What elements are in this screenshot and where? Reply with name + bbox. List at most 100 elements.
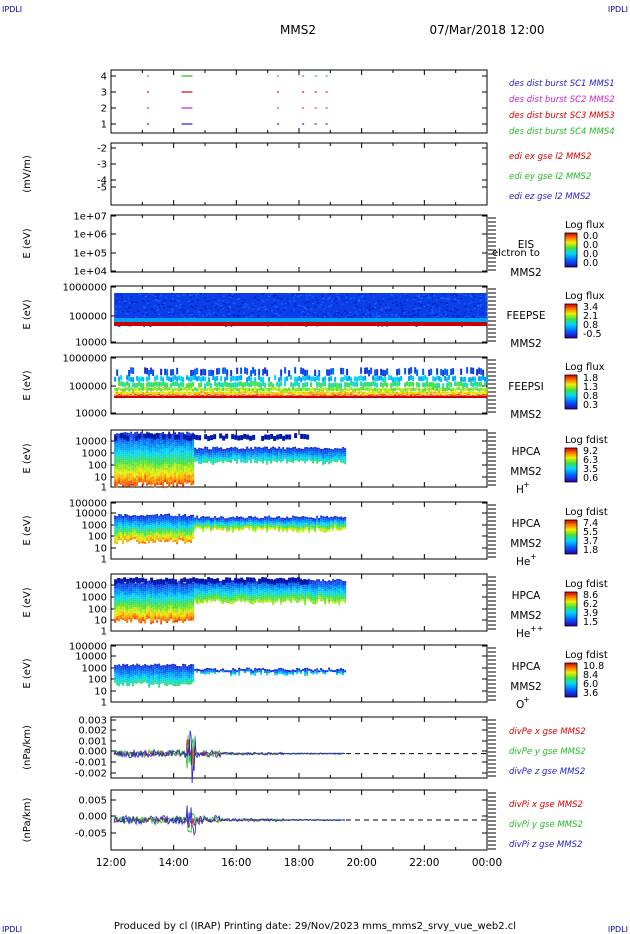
heat-cell xyxy=(226,387,229,392)
heat-cell xyxy=(453,307,456,310)
y-tick-label: 1000 xyxy=(82,449,107,460)
heat-cell xyxy=(392,391,395,394)
heat-cell xyxy=(385,304,388,306)
heat-cell xyxy=(146,516,149,519)
species-charge: + xyxy=(530,552,537,561)
heat-cell xyxy=(286,526,289,529)
heat-cell xyxy=(222,382,225,388)
heat-cell xyxy=(346,391,349,395)
heat-cell xyxy=(132,537,135,540)
heat-cell xyxy=(170,308,173,310)
heat-cell xyxy=(293,297,296,299)
heat-cell xyxy=(376,391,379,394)
heat-cell xyxy=(186,394,189,397)
heat-cell xyxy=(378,387,381,392)
heat-cell xyxy=(294,516,297,519)
heat-cell xyxy=(228,313,231,315)
heat-cell xyxy=(186,310,189,312)
heat-cell xyxy=(168,394,171,396)
heat-cell xyxy=(170,448,173,451)
heat-cell xyxy=(290,521,293,524)
heat-cell xyxy=(164,528,167,531)
heat-cell xyxy=(120,448,123,451)
heat-cell xyxy=(332,516,335,519)
heat-cell xyxy=(304,376,307,381)
heat-cell xyxy=(132,533,135,536)
heat-cell xyxy=(429,307,432,309)
heat-cell xyxy=(296,454,299,457)
heat-cell xyxy=(292,383,295,388)
heat-cell xyxy=(246,446,249,449)
heat-cell xyxy=(330,383,333,389)
heat-cell xyxy=(445,302,448,304)
heat-cell xyxy=(168,445,171,448)
heat-cell xyxy=(188,446,191,449)
colorbar-tick-label: 1.8 xyxy=(583,373,598,384)
heat-cell xyxy=(152,528,155,531)
heat-cell xyxy=(346,368,349,376)
heat-cell xyxy=(132,439,135,442)
heat-cell xyxy=(388,309,391,312)
heat-cell xyxy=(150,433,154,439)
heat-cell xyxy=(214,457,217,460)
heat-cell xyxy=(232,302,235,304)
heat-cell xyxy=(258,454,261,457)
heat-cell xyxy=(169,313,172,315)
heat-cell xyxy=(200,458,203,461)
instrument-label: HPCA xyxy=(512,518,542,530)
heat-cell xyxy=(268,453,271,456)
heat-cell xyxy=(364,375,367,381)
heat-cell xyxy=(338,517,341,520)
heat-cell xyxy=(364,387,367,391)
heat-cell xyxy=(206,452,209,455)
heat-cell xyxy=(195,297,198,299)
heat-cell xyxy=(460,391,463,394)
heat-cell xyxy=(238,298,241,300)
heat-cell xyxy=(234,434,238,440)
heat-cell xyxy=(230,325,233,327)
heat-cell xyxy=(338,529,341,532)
heat-cell xyxy=(408,391,411,394)
heat-cell xyxy=(188,535,191,538)
heat-cell xyxy=(144,454,147,457)
heat-cell xyxy=(232,314,235,316)
heat-cell xyxy=(222,391,225,395)
heat-cell xyxy=(316,299,319,301)
heat-cell xyxy=(210,517,213,520)
heat-cell xyxy=(121,311,124,313)
heat-cell xyxy=(270,521,273,524)
heat-cell xyxy=(292,300,295,302)
heat-cell xyxy=(237,314,240,316)
heat-cell xyxy=(196,449,199,452)
heat-cell xyxy=(126,440,129,443)
heat-cell xyxy=(332,526,335,529)
heat-cell xyxy=(148,476,151,479)
heat-cell xyxy=(294,303,297,305)
heat-cell xyxy=(268,459,271,462)
heat-cell xyxy=(328,521,331,524)
heat-cell xyxy=(354,376,357,382)
heat-cell xyxy=(231,434,235,440)
heat-cell xyxy=(348,375,351,381)
heat-cell xyxy=(162,467,165,470)
heat-cell xyxy=(132,515,135,518)
heat-cell xyxy=(190,518,193,521)
heat-cell xyxy=(270,461,273,464)
heat-cell xyxy=(245,316,248,318)
heat-cell xyxy=(172,524,175,527)
heat-cell xyxy=(152,458,155,461)
heat-cell xyxy=(276,387,279,391)
heat-cell xyxy=(282,523,285,526)
heat-cell xyxy=(452,368,455,375)
heat-cell xyxy=(184,516,187,519)
heat-cell xyxy=(286,376,289,382)
heat-cell xyxy=(184,454,187,457)
heat-cell xyxy=(180,525,183,528)
heat-cell xyxy=(116,542,119,545)
heat-cell xyxy=(146,461,149,464)
heat-cell xyxy=(328,448,331,451)
heat-cell xyxy=(160,444,163,447)
heat-cell xyxy=(448,381,451,387)
heat-cell xyxy=(324,526,327,529)
heat-cell xyxy=(280,525,283,528)
